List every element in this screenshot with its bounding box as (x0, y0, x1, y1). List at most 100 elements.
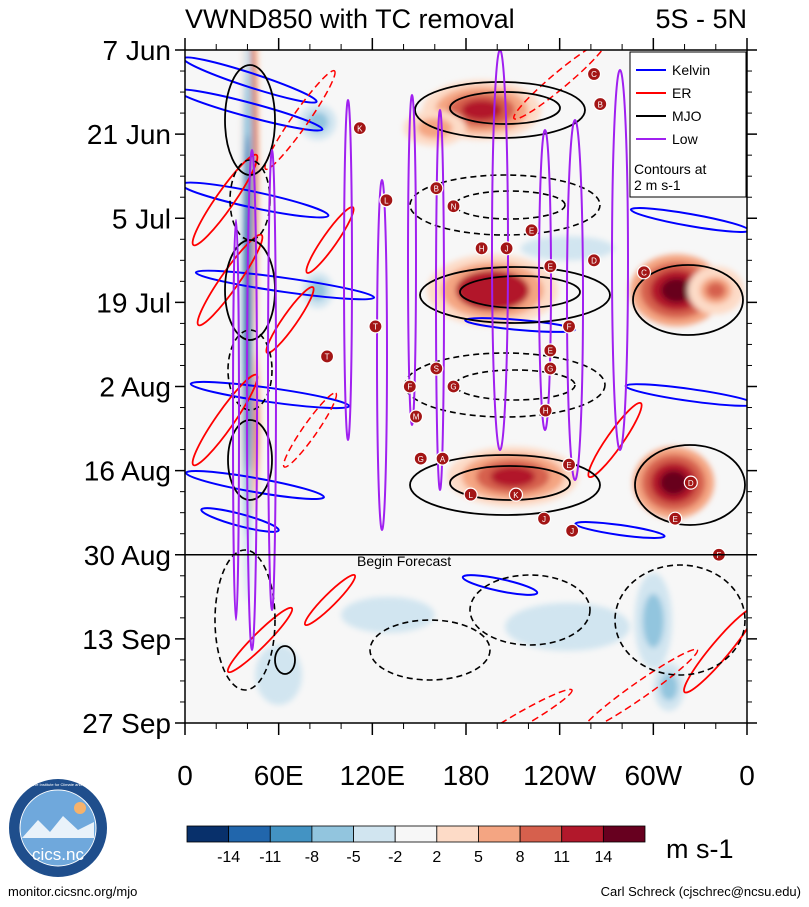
tropical-cyclone-markers: CBKLBNEHJDECTFTESGFGMHGAEDLKJEJF (319, 66, 727, 562)
y-tick-label: 13 Sep (82, 624, 171, 655)
anomaly-blob-17-3 (270, 664, 287, 686)
x-tick-label: 120E (340, 760, 405, 791)
colorbar-swatch (436, 825, 479, 843)
chart-subtitle: 5S - 5N (655, 4, 747, 34)
x-tick-label: 60E (254, 760, 304, 791)
legend-note: Contours at 2 m s-1 (634, 161, 706, 193)
storm-marker: H (474, 241, 489, 256)
storm-marker: G (413, 451, 428, 466)
footer-author: Carl Schreck (cjschrec@ncsu.edu) (600, 884, 801, 899)
storm-label: H (479, 244, 485, 253)
storm-marker: L (463, 487, 478, 502)
anomaly-blob-3-3 (660, 278, 693, 303)
storm-symbol (561, 457, 577, 472)
storm-label: C (591, 70, 597, 79)
storm-label: B (598, 100, 603, 109)
storm-label: G (418, 455, 424, 464)
storm-symbol (429, 361, 444, 376)
storm-marker: S (429, 361, 444, 376)
storm-label: D (591, 257, 597, 266)
x-axis: 0 60E 120E 180 120W 60W 0 (177, 38, 755, 791)
colorbar-tick-label: -5 (346, 849, 360, 866)
storm-symbol (586, 253, 602, 268)
storm-marker: L (379, 193, 394, 208)
y-tick-label: 7 Jun (103, 35, 172, 66)
x-tick-label: 0 (177, 760, 193, 791)
colorbar-swatch (519, 825, 563, 843)
storm-label: F (567, 323, 572, 332)
storm-symbol (319, 349, 335, 364)
colorbar-units: m s-1 (666, 834, 734, 864)
storm-label: E (548, 347, 553, 356)
anomaly-blob-13-3 (646, 604, 660, 638)
storm-symbol (446, 379, 461, 394)
storm-label: H (543, 407, 549, 416)
y-tick-label: 2 Aug (99, 372, 171, 403)
storm-symbol (543, 343, 558, 358)
colorbar-tick-label: -2 (388, 849, 402, 866)
storm-marker: E (561, 457, 577, 472)
storm-marker: B (429, 181, 444, 196)
x-tick-label: 180 (443, 760, 490, 791)
storm-marker: D (586, 253, 602, 268)
forecast-label: Begin Forecast (357, 553, 451, 569)
legend-label-kelvin: Kelvin (672, 62, 710, 78)
colorbar-tick-label: 14 (594, 849, 612, 866)
low-frequency-contours (232, 50, 629, 651)
legend-label-mjo: MJO (672, 108, 702, 124)
storm-symbol (565, 523, 580, 538)
colorbar-swatch (186, 825, 230, 843)
y-tick-label: 21 Jun (87, 119, 171, 150)
storm-symbol (683, 475, 698, 490)
storm-marker: E (543, 343, 558, 358)
storm-symbol (593, 96, 608, 112)
colorbar-tick-label: 11 (553, 849, 570, 866)
storm-symbol (543, 361, 558, 376)
storm-marker: G (446, 379, 461, 394)
storm-label: B (434, 184, 439, 193)
storm-label: C (641, 269, 647, 278)
colorbar-tick-label: 2 (432, 849, 441, 866)
storm-symbol (561, 319, 577, 334)
storm-label: L (468, 491, 473, 500)
colorbar-swatch (478, 825, 521, 843)
storm-symbol (352, 121, 367, 136)
storm-label: J (570, 527, 574, 536)
colorbar-swatch (353, 825, 396, 843)
storm-marker: C (636, 265, 652, 280)
storm-marker: E (668, 511, 683, 526)
storm-marker: D (683, 475, 698, 490)
colorbar-swatch (228, 825, 271, 843)
legend: Kelvin ER MJO Low Contours at 2 m s-1 (629, 51, 747, 198)
anomaly-shading (239, 50, 744, 711)
storm-label: G (450, 383, 456, 392)
storm-symbol (413, 451, 428, 466)
colorbar-tick-label: -8 (305, 849, 319, 866)
y-tick-label: 5 Jul (112, 203, 171, 234)
storm-label: E (673, 515, 678, 524)
anomaly-blob-15-3 (546, 618, 589, 636)
footer-url[interactable]: monitor.cicsnc.org/mjo (8, 884, 138, 899)
y-axis: 7 Jun 21 Jun 5 Jul 19 Jul 2 Aug 16 Aug 30 Aug 1… (82, 35, 757, 739)
storm-marker: F (402, 379, 417, 394)
storm-label: E (529, 226, 534, 235)
colorbar-tick-label: -11 (259, 849, 281, 866)
anomaly-blob-16-3 (372, 608, 404, 621)
storm-symbol (536, 511, 552, 526)
storm-marker: J (499, 241, 514, 256)
colorbar-tick-label: 5 (474, 849, 483, 866)
colorbar-swatch (602, 825, 646, 843)
legend-box (629, 51, 747, 198)
storm-label: T (373, 323, 378, 332)
storm-label: M (413, 413, 420, 422)
anomaly-blob-10-3 (312, 284, 324, 297)
storm-symbol (499, 241, 514, 256)
storm-label: T (325, 353, 330, 362)
storm-marker: T (319, 349, 335, 364)
y-tick-label: 27 Sep (82, 708, 171, 739)
storm-marker: E (524, 223, 539, 238)
storm-label: E (566, 461, 571, 470)
chart-title: VWND850 with TC removal (185, 4, 515, 34)
logo-text: cics.nc (32, 845, 84, 864)
